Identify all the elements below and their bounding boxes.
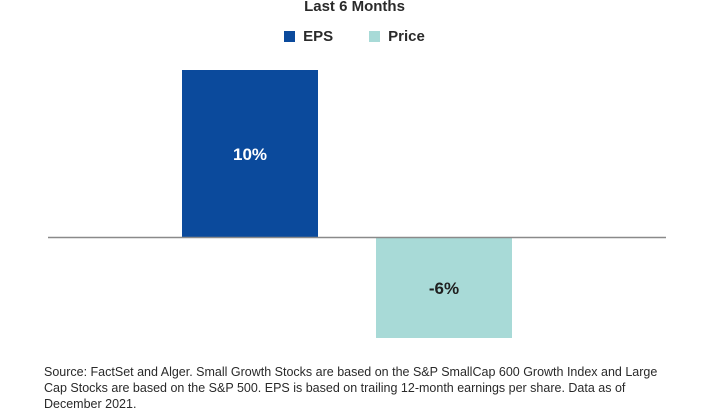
legend-swatch-eps [284, 31, 296, 42]
chart-legend: EPS Price [0, 28, 709, 45]
bar-price [376, 237, 512, 338]
legend-swatch-price [369, 31, 381, 42]
legend-label-eps: EPS [303, 28, 334, 45]
data-label-eps: 10% [233, 145, 267, 164]
chart-title: Last 6 Months [304, 0, 405, 15]
source-note: Source: FactSet and Alger. Small Growth … [44, 365, 658, 411]
bar-eps [182, 70, 318, 238]
data-label-price: -6% [429, 279, 459, 298]
legend-label-price: Price [388, 28, 425, 45]
legend-item-price: Price [369, 28, 425, 45]
legend-item-eps: EPS [284, 28, 333, 45]
